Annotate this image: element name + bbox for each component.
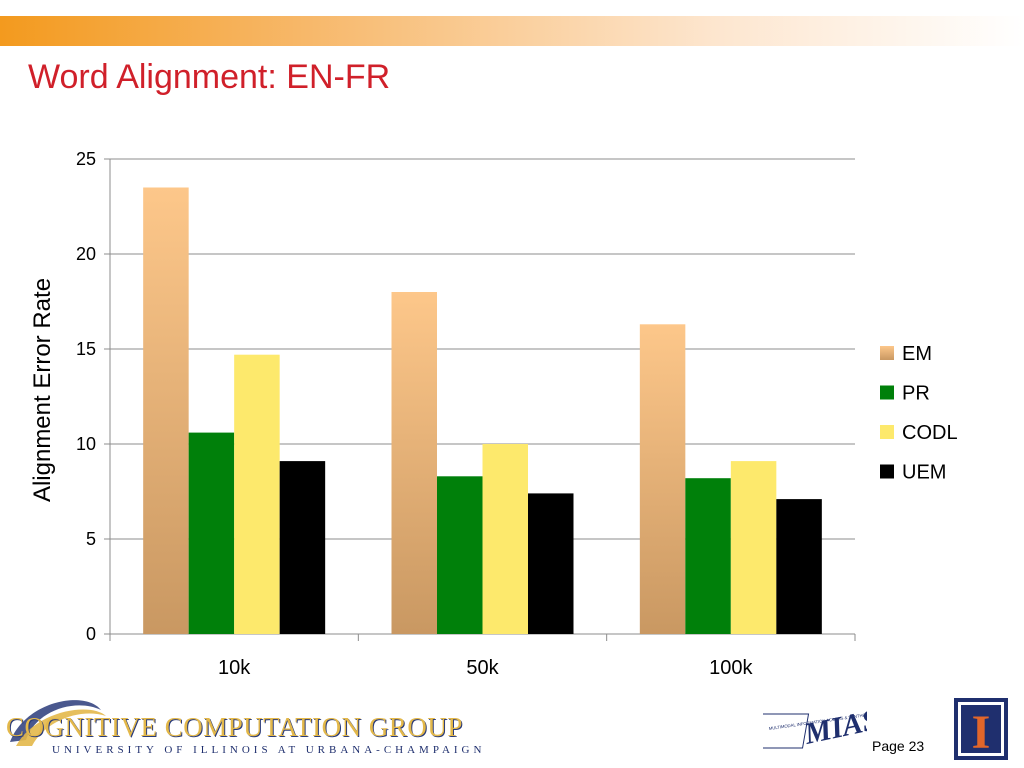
y-tick-label: 20 xyxy=(76,244,96,264)
bar-uem-100k xyxy=(776,499,822,634)
bar-uem-10k xyxy=(279,461,326,634)
illinois-letter: I xyxy=(972,706,991,759)
legend-label-codl: CODL xyxy=(902,422,958,444)
footer-university: UNIVERSITY OF ILLINOIS AT URBANA-CHAMPAI… xyxy=(52,744,486,756)
y-tick-label: 25 xyxy=(76,149,96,169)
bar-pr-50k xyxy=(437,476,483,634)
illinois-block-i-logo: I xyxy=(954,698,1008,760)
legend-swatch-codl xyxy=(880,425,894,439)
axis-labels: 0 5 10 15 20 25 10k 50k 100k xyxy=(76,149,754,679)
cognitive-computation-group-logo xyxy=(10,700,106,746)
top-accent-band xyxy=(0,16,1024,46)
page-number: Page 23 xyxy=(872,738,925,754)
legend-label-em: EM xyxy=(902,343,932,365)
mias-logo: MULTIMODAL INFORMATION ACCESS & SYNTHESI… xyxy=(763,703,867,751)
x-tick-label: 100k xyxy=(709,657,753,679)
bars xyxy=(143,187,822,634)
x-tick-label: 10k xyxy=(218,657,251,679)
legend-swatch-uem xyxy=(880,464,894,479)
legend-swatch-em xyxy=(880,346,894,360)
footer-group-name: COGNITIVE COMPUTATION GROUP xyxy=(6,712,463,742)
y-tick-label: 0 xyxy=(86,624,96,644)
x-tick-label: 50k xyxy=(466,657,499,679)
bar-uem-50k xyxy=(528,493,574,634)
mias-text: MIAS xyxy=(801,703,867,751)
bar-codl-100k xyxy=(730,461,777,634)
bar-codl-10k xyxy=(234,354,280,634)
swoosh-icon xyxy=(10,700,101,742)
legend-label-uem: UEM xyxy=(902,462,946,484)
y-tick-label: 15 xyxy=(76,339,96,359)
y-axis-title: Alignment Error Rate xyxy=(29,278,56,502)
bar-em-10k xyxy=(143,187,189,634)
bar-pr-100k xyxy=(685,478,731,634)
slide-title: Word Alignment: EN-FR xyxy=(28,58,391,96)
bar-pr-10k xyxy=(188,432,235,634)
y-tick-label: 5 xyxy=(86,529,96,549)
legend-swatch-pr xyxy=(880,385,894,400)
y-tick-label: 10 xyxy=(76,434,96,454)
legend-label-pr: PR xyxy=(902,383,930,405)
bar-em-50k xyxy=(391,292,437,634)
legend: EM PR CODL UEM xyxy=(880,343,958,484)
bar-codl-50k xyxy=(482,444,528,634)
bar-em-100k xyxy=(639,324,686,634)
